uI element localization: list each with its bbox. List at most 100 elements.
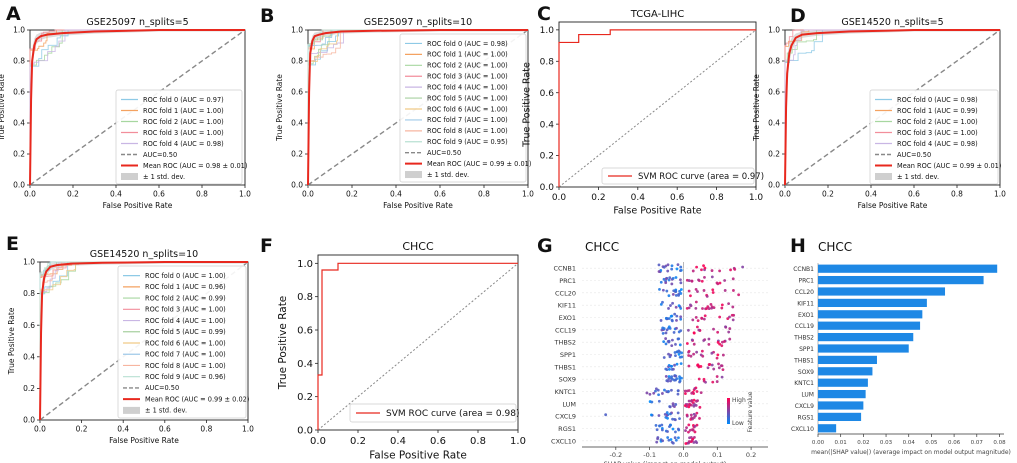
shap-point — [692, 352, 696, 356]
y-tick-label: 0.6 — [291, 88, 303, 97]
shap-point — [703, 275, 706, 279]
fold-roc-curve — [307, 29, 528, 185]
legend-box — [117, 265, 247, 419]
colorbar-high-label: High — [732, 397, 746, 404]
shap-point — [657, 393, 660, 397]
x-axis-label: False Positive Rate — [383, 201, 453, 210]
shap-point — [666, 263, 670, 267]
legend-entry: ROC fold 0 (AUC = 0.97) — [143, 96, 224, 104]
shap-point — [675, 318, 678, 322]
shap-bar — [818, 355, 877, 365]
shap-point — [665, 328, 669, 332]
panel-letter-h: H — [790, 235, 806, 257]
x-tick-label: 0.04 — [903, 440, 916, 446]
x-tick-label: 0.07 — [971, 440, 984, 446]
y-tick-label: 0.6 — [768, 88, 780, 97]
shap-point — [675, 326, 678, 330]
shap-bar — [818, 332, 914, 342]
legend-entry: Mean ROC (AUC = 0.98 ± 0.01) — [143, 162, 247, 170]
shap-bar — [818, 310, 923, 319]
shap-point — [673, 374, 677, 378]
feature-label: LUM — [801, 392, 814, 399]
y-tick-label: 0.4 — [23, 352, 35, 361]
shap-point — [692, 331, 696, 335]
shap-point — [674, 403, 678, 406]
x-tick-label: 0.2 — [76, 425, 88, 434]
y-tick-label: 0.4 — [540, 120, 555, 130]
chart-title: CHCC — [402, 240, 434, 253]
shap-point — [695, 423, 699, 427]
shap-point — [702, 317, 706, 321]
shap-point — [665, 411, 669, 414]
shap-point — [723, 279, 727, 282]
shap-point — [662, 340, 666, 344]
shap-bar — [818, 298, 927, 308]
fold-roc-curve — [29, 29, 245, 185]
shap-point — [696, 290, 699, 293]
shap-point — [720, 344, 724, 348]
feature-label: PRC1 — [799, 278, 815, 285]
shap-point — [671, 292, 675, 296]
shap-point — [671, 338, 674, 342]
legend-swatch — [123, 406, 140, 414]
x-tick-label: 0.8 — [709, 193, 724, 203]
feature-label: CCL20 — [795, 289, 815, 296]
shap-point — [665, 289, 669, 293]
shap-point — [688, 428, 692, 432]
legend-entry: ± 1 std. dev. — [145, 407, 187, 415]
y-axis-label: True Positive Rate — [752, 74, 761, 142]
panel-letter-e: E — [6, 233, 19, 255]
shap-point — [674, 342, 677, 346]
shap-point — [650, 400, 654, 404]
shap-point — [662, 327, 666, 330]
shap-point — [666, 269, 670, 273]
legend-entry: SVM ROC curve (area = 0.97) — [638, 172, 764, 182]
shap-point — [695, 265, 699, 269]
x-tick-label: 0.6 — [434, 190, 446, 199]
shap-point — [702, 264, 705, 267]
shap-point — [676, 411, 680, 415]
shap-point — [667, 325, 671, 329]
feature-label: KIF11 — [797, 300, 814, 307]
legend-entry: ROC fold 4 (AUC = 1.00) — [145, 317, 226, 325]
shap-point — [728, 337, 732, 341]
shap-point — [674, 305, 678, 309]
legend-entry: ROC fold 1 (AUC = 0.96) — [145, 283, 226, 291]
shap-point — [668, 405, 672, 409]
shap-point — [659, 302, 663, 306]
y-tick-label: 1.0 — [297, 259, 313, 270]
x-axis-label: False Positive Rate — [613, 206, 701, 217]
legend-entry: ROC fold 1 (AUC = 1.00) — [143, 107, 224, 115]
x-tick-label: 0.0 — [34, 425, 46, 434]
shap-point — [696, 319, 700, 323]
x-tick-label: 0.6 — [430, 436, 446, 447]
y-tick-label: 0.8 — [13, 57, 25, 66]
x-tick-label: 0.8 — [951, 190, 963, 199]
roc-panel-f: CHCC 0.0 0.2 0.4 0.6 0.8 1.0 0.0 0.2 0.4 0.6 0.8 1.0… — [277, 240, 526, 462]
shap-point — [691, 318, 695, 322]
shap-point — [667, 278, 671, 282]
shap-point — [679, 278, 682, 282]
legend-entry: ROC fold 2 (AUC = 1.00) — [143, 118, 224, 126]
shap-point — [679, 288, 683, 291]
shap-point — [731, 305, 735, 309]
feature-label: SPP1 — [560, 351, 576, 359]
shap-point — [666, 379, 670, 383]
mean-roc-curve — [784, 29, 1000, 186]
panel-letter-a: A — [6, 3, 21, 25]
shap-bar — [818, 287, 946, 296]
x-tick-label: 0.08 — [993, 440, 1006, 446]
shap-point — [694, 386, 698, 390]
shap-point — [673, 351, 677, 354]
y-axis-label: True Positive Rate — [0, 74, 6, 142]
shap-point — [720, 375, 724, 379]
shap-point — [684, 442, 688, 445]
shap-point — [657, 263, 661, 267]
x-tick-label: 0.4 — [110, 190, 122, 199]
shap-point — [670, 388, 673, 392]
mean-roc-curve — [39, 261, 248, 421]
shap-point — [683, 404, 687, 408]
legend-entry: AUC=0.50 — [427, 149, 461, 157]
x-tick-label: -0.1 — [643, 451, 656, 459]
shap-point — [671, 402, 675, 406]
